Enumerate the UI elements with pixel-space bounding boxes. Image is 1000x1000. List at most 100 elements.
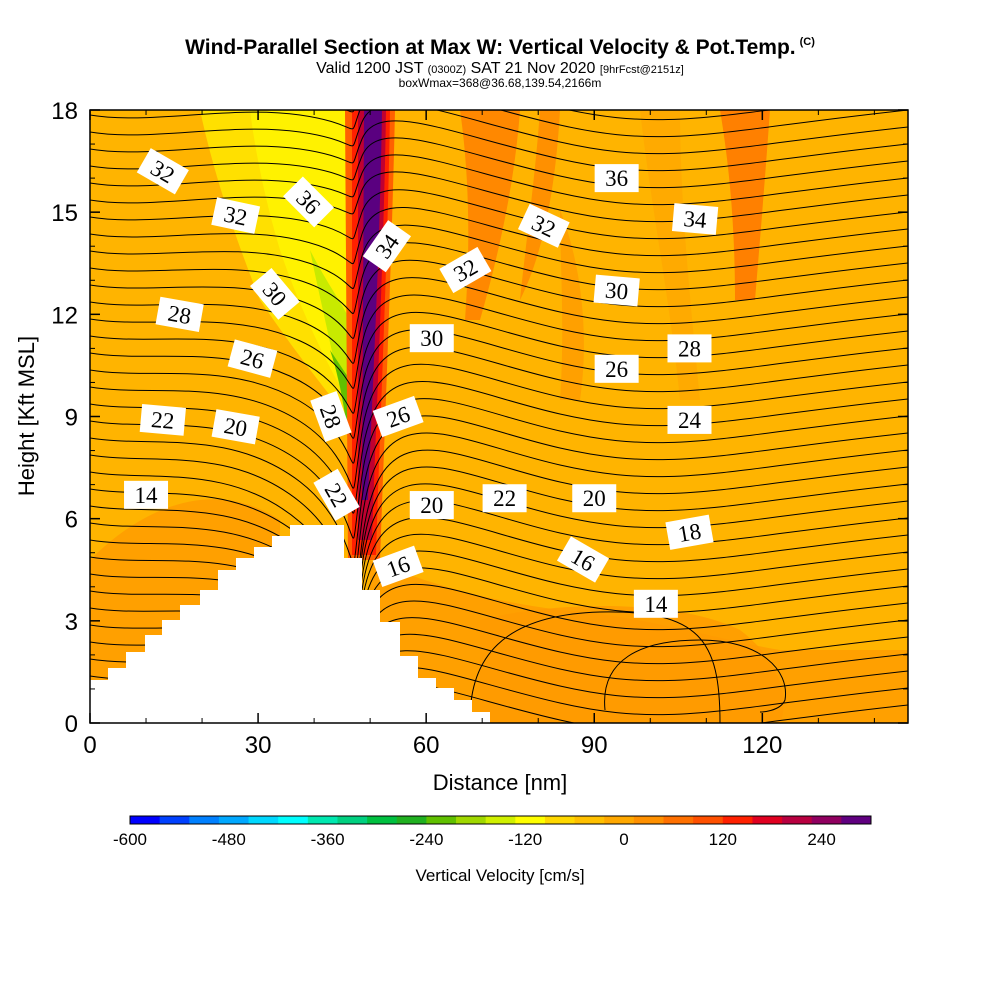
theta-label-box: [124, 480, 169, 509]
theta-label-box: [409, 491, 454, 520]
colorbar-swatch: [337, 816, 368, 824]
valid-date: SAT 21 Nov 2020: [470, 60, 596, 77]
colorbar-swatch: [307, 816, 338, 824]
theta-label-box: [517, 203, 570, 248]
theta-label-text: 14: [135, 483, 159, 508]
y-tick-label: 6: [65, 507, 78, 534]
colorbar-swatch: [367, 816, 398, 824]
colorbar-swatch: [278, 816, 309, 824]
theta-label-box: [667, 334, 712, 363]
theta-contour: [604, 639, 787, 713]
theta-label: 32: [517, 203, 570, 248]
colorbar-tick-label: -480: [212, 830, 246, 849]
theta-label: 20: [572, 484, 617, 513]
theta-label: 26: [594, 354, 639, 383]
theta-contour: [90, 137, 908, 189]
colorbar-swatch: [485, 816, 516, 824]
theta-contour: [90, 483, 908, 632]
colorbar-tick-label: -120: [508, 830, 542, 849]
colorbar-swatch: [189, 816, 220, 824]
theta-contour: [469, 611, 721, 723]
colorbar-tick-label: -240: [409, 830, 443, 849]
y-axis-label: Height [Kft MSL]: [14, 336, 39, 496]
theta-label: 28: [155, 296, 204, 332]
theta-label-box: [665, 514, 714, 550]
theta-label: 14: [124, 480, 169, 509]
theta-label-text: 14: [644, 592, 668, 617]
theta-label-text: 20: [583, 486, 606, 511]
theta-contour: [90, 110, 908, 155]
utc-time: (0300Z): [427, 64, 467, 76]
theta-label-text: 28: [678, 336, 701, 361]
colorbar-label: Vertical Velocity [cm/s]: [415, 866, 584, 885]
box-info: boxWmax=368@36.68,139.54,2166m: [398, 76, 602, 90]
y-tick-label: 0: [65, 711, 78, 738]
colorbar-swatch: [752, 816, 783, 824]
theta-contour: [345, 110, 773, 121]
y-tick-label: 9: [65, 405, 78, 432]
colorbar-swatch: [248, 816, 279, 824]
colorbar-frame: [129, 815, 872, 825]
theta-label: 28: [310, 391, 352, 442]
colorbar-tick-label: 0: [619, 830, 628, 849]
theta-label-box: [482, 484, 527, 513]
y-tick-label: 18: [51, 98, 78, 125]
theta-contour: [90, 500, 908, 641]
theta-label-box: [556, 536, 610, 583]
theta-label-text: 20: [222, 413, 249, 442]
x-tick-label: 120: [742, 732, 782, 759]
colorbar-swatch: [544, 816, 576, 824]
colorbar-swatch: [693, 816, 724, 824]
theta-contour: [90, 110, 908, 138]
theta-label-text: 36: [605, 166, 628, 191]
theta-contour: [90, 346, 908, 464]
y-tick-label: 3: [65, 609, 78, 636]
x-tick-label: 0: [83, 732, 96, 759]
chart-title: Wind-Parallel Section at Max W: Vertical…: [0, 36, 1000, 60]
theta-label: 22: [482, 484, 527, 513]
theta-contour: [90, 154, 908, 206]
x-axis-label: Distance [nm]: [433, 770, 568, 795]
colorbar: -600 -480 -360 -240 -120 0 120 240: [113, 815, 872, 849]
theta-label: 20: [409, 491, 454, 520]
theta-label-box: [594, 354, 639, 383]
theta-label: 20: [211, 409, 260, 445]
colorbar-swatch: [159, 816, 190, 824]
theta-label-text: 34: [683, 206, 709, 233]
theta-label-box: [139, 404, 186, 436]
valid-time: Valid 1200 JST: [316, 60, 424, 77]
colorbar-swatch: [604, 816, 635, 824]
theta-label-box: [633, 589, 678, 618]
upper-plume-3: [720, 110, 770, 300]
colorbar-swatch: [396, 816, 427, 824]
theta-contour: [90, 466, 908, 623]
colorbar-swatch: [515, 816, 546, 824]
theta-label-text: 30: [604, 278, 629, 305]
theta-label-box: [211, 197, 261, 234]
upper-plume-4: [560, 210, 584, 400]
x-tick-label: 60: [413, 732, 440, 759]
theta-label-text: 22: [493, 486, 516, 511]
theta-label-box: [409, 324, 454, 353]
colorbar-swatch: [130, 816, 161, 824]
colorbar-swatch: [722, 816, 753, 824]
theta-label-text: 22: [150, 407, 175, 434]
theta-label-box: [310, 391, 352, 442]
x-tick-label: 30: [245, 732, 272, 759]
theta-label-box: [136, 148, 189, 195]
theta-label-text: 20: [420, 493, 443, 518]
theta-label-text: 30: [420, 326, 443, 351]
theta-label: 14: [633, 589, 678, 618]
theta-label: 30: [593, 274, 640, 307]
colorbar-swatch: [663, 816, 694, 824]
theta-label-box: [211, 409, 260, 445]
theta-label-box: [667, 405, 712, 434]
theta-label-box: [283, 176, 334, 228]
theta-label-box: [155, 296, 204, 332]
theta-contour: [90, 415, 908, 564]
theta-label: 36: [594, 164, 639, 193]
